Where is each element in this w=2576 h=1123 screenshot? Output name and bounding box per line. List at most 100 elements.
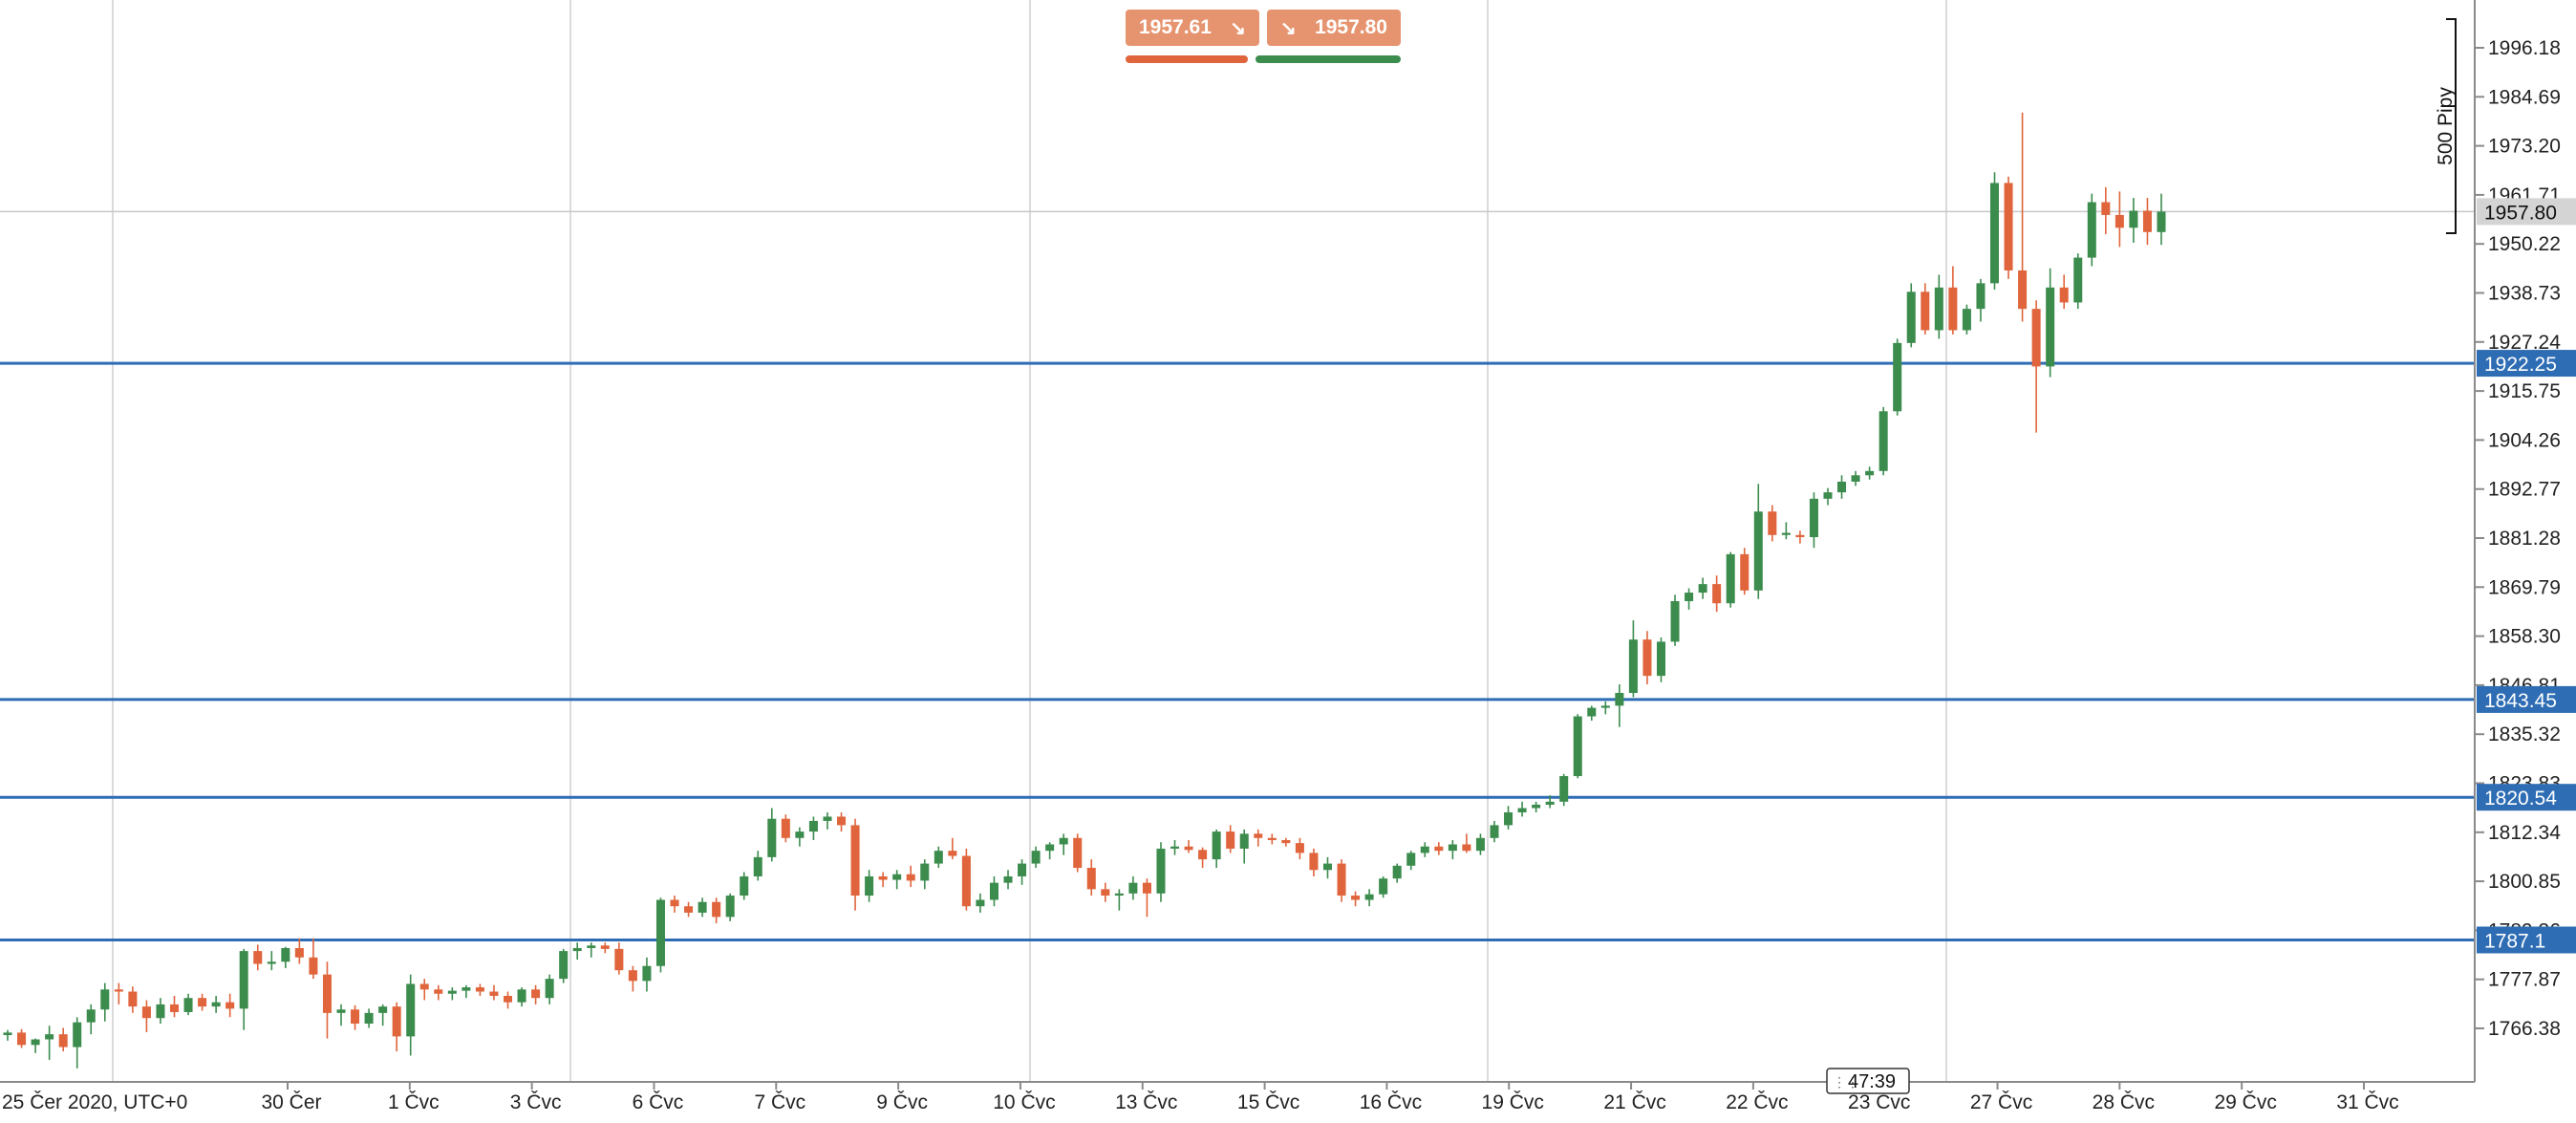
- candle[interactable]: [1726, 551, 1735, 608]
- candle[interactable]: [364, 1008, 374, 1028]
- candle[interactable]: [628, 965, 637, 992]
- candle[interactable]: [1073, 833, 1083, 873]
- candle[interactable]: [1753, 484, 1763, 599]
- candle[interactable]: [281, 946, 290, 968]
- candle[interactable]: [767, 808, 777, 862]
- candle[interactable]: [1921, 283, 1930, 335]
- candle[interactable]: [1532, 801, 1541, 812]
- candle[interactable]: [572, 942, 582, 961]
- candle[interactable]: [1504, 806, 1513, 830]
- candle[interactable]: [1698, 577, 1707, 599]
- candle[interactable]: [1170, 840, 1180, 855]
- candle[interactable]: [1989, 172, 2000, 291]
- candle[interactable]: [114, 983, 123, 1004]
- candle[interactable]: [1685, 588, 1694, 610]
- candle[interactable]: [1226, 825, 1235, 853]
- candle[interactable]: [1559, 773, 1569, 807]
- candle[interactable]: [1878, 406, 1888, 476]
- candle[interactable]: [1018, 859, 1027, 885]
- buy-price-button[interactable]: ↘ 1957.80: [1267, 10, 1401, 46]
- candle[interactable]: [2114, 191, 2124, 248]
- candle[interactable]: [31, 1038, 40, 1053]
- candle[interactable]: [865, 870, 874, 902]
- candle[interactable]: [1322, 856, 1332, 879]
- candle[interactable]: [1490, 820, 1499, 843]
- candle[interactable]: [462, 984, 471, 999]
- candle[interactable]: [1142, 878, 1151, 918]
- candle[interactable]: [1768, 505, 1777, 542]
- candle[interactable]: [1267, 833, 1277, 845]
- candle[interactable]: [419, 979, 429, 1001]
- candle[interactable]: [1600, 701, 1610, 715]
- candle[interactable]: [1795, 530, 1805, 544]
- candle[interactable]: [1239, 829, 1249, 864]
- candle[interactable]: [725, 893, 735, 921]
- candle[interactable]: [1837, 475, 1847, 499]
- candle[interactable]: [1379, 875, 1388, 898]
- candle[interactable]: [239, 948, 248, 1030]
- candle[interactable]: [322, 961, 332, 1039]
- candle[interactable]: [156, 998, 165, 1024]
- candle[interactable]: [906, 865, 915, 888]
- price-level-tag[interactable]: [2477, 685, 2576, 713]
- candle[interactable]: [1254, 829, 1263, 847]
- candle[interactable]: [781, 814, 790, 843]
- candle[interactable]: [489, 984, 499, 1001]
- candle[interactable]: [1114, 889, 1124, 911]
- candle[interactable]: [58, 1027, 68, 1052]
- candle[interactable]: [655, 897, 665, 973]
- candle[interactable]: [1101, 882, 1110, 902]
- candle[interactable]: [2073, 253, 2083, 310]
- candle[interactable]: [1475, 833, 1485, 855]
- candle[interactable]: [1545, 795, 1555, 809]
- candle[interactable]: [531, 984, 541, 1004]
- candle[interactable]: [712, 897, 721, 924]
- candle[interactable]: [740, 872, 749, 900]
- candle[interactable]: [808, 816, 818, 841]
- candle[interactable]: [587, 942, 596, 958]
- candle[interactable]: [2157, 193, 2166, 246]
- candle[interactable]: [1976, 278, 1986, 322]
- candle[interactable]: [600, 942, 610, 954]
- candle[interactable]: [351, 1004, 360, 1030]
- candle[interactable]: [1628, 620, 1638, 698]
- candle[interactable]: [1198, 847, 1208, 869]
- candle[interactable]: [504, 991, 513, 1009]
- candle[interactable]: [1406, 851, 1416, 871]
- candle[interactable]: [2087, 193, 2096, 267]
- candle[interactable]: [434, 984, 443, 1001]
- candle[interactable]: [3, 1029, 12, 1041]
- candle[interactable]: [1809, 492, 1818, 549]
- candle[interactable]: [2046, 268, 2055, 378]
- candle[interactable]: [1448, 840, 1457, 860]
- candle[interactable]: [211, 995, 221, 1013]
- candle[interactable]: [545, 974, 554, 1004]
- candle[interactable]: [850, 818, 860, 911]
- candle[interactable]: [1948, 266, 1958, 335]
- candle[interactable]: [1434, 842, 1444, 855]
- candle[interactable]: [1295, 837, 1304, 860]
- candle[interactable]: [100, 983, 110, 1022]
- candle[interactable]: [1045, 842, 1055, 860]
- candle[interactable]: [169, 995, 180, 1018]
- candle[interactable]: [1086, 859, 1096, 896]
- candle[interactable]: [670, 896, 679, 913]
- candle[interactable]: [1420, 842, 1429, 857]
- candle[interactable]: [86, 1004, 96, 1035]
- candle[interactable]: [392, 1002, 401, 1052]
- candle[interactable]: [2031, 300, 2041, 433]
- candle[interactable]: [961, 848, 971, 911]
- candle[interactable]: [1712, 575, 1722, 613]
- candle[interactable]: [1740, 548, 1750, 595]
- candle[interactable]: [795, 827, 805, 847]
- candle[interactable]: [2004, 176, 2013, 279]
- candle[interactable]: [517, 987, 526, 1007]
- candle[interactable]: [753, 851, 762, 881]
- candle[interactable]: [1212, 829, 1221, 869]
- candle[interactable]: [878, 872, 888, 888]
- candle[interactable]: [989, 875, 998, 907]
- candle[interactable]: [559, 948, 569, 983]
- sell-price-button[interactable]: 1957.61 ↘: [1126, 10, 1259, 46]
- candle[interactable]: [1893, 338, 1902, 416]
- candle[interactable]: [837, 811, 847, 832]
